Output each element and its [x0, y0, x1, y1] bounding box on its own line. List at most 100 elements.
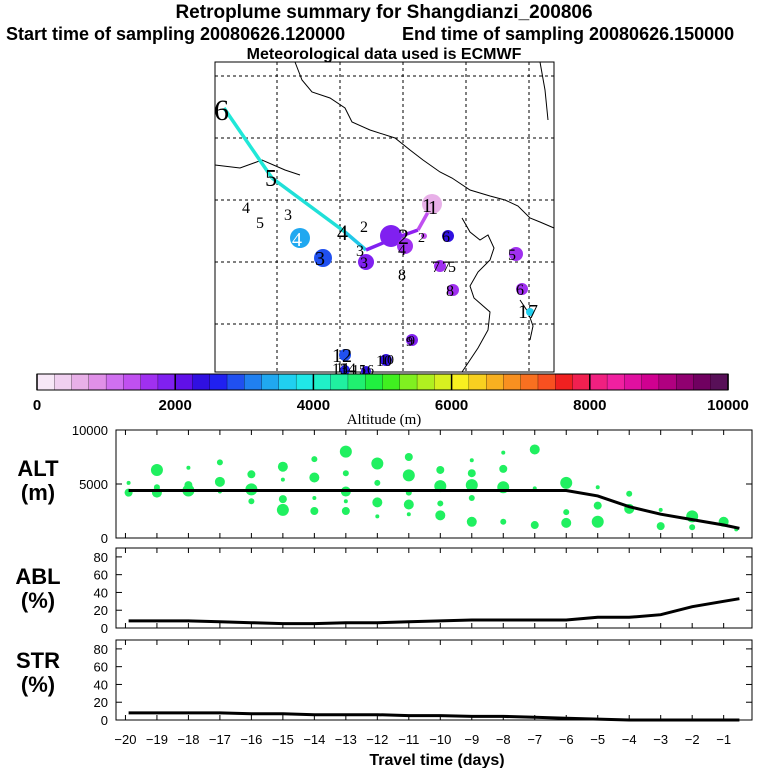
map-label: 5 — [265, 166, 277, 192]
cluster-point — [563, 509, 570, 516]
cluster-point — [656, 522, 665, 531]
colorbar-cell — [192, 373, 211, 391]
cluster-point — [342, 470, 349, 477]
cluster-point — [216, 459, 223, 466]
panel-str: 0 20 40 60 80 STR(%) — [16, 639, 753, 728]
map-label: 9 — [406, 335, 413, 350]
colorbar-cell — [485, 373, 505, 391]
colorbar-cell — [382, 373, 401, 391]
colorbar-cell — [365, 373, 384, 391]
cluster-point — [436, 465, 445, 474]
cluster-point — [375, 514, 380, 519]
map-label: 4 — [398, 242, 406, 259]
cluster-point — [278, 495, 287, 504]
colorbar-cell — [624, 373, 643, 391]
colorbar-cell — [555, 373, 574, 391]
y-axis-label: ALT — [17, 456, 59, 481]
map-label: 10 — [376, 353, 392, 370]
cluster-point — [530, 521, 539, 530]
map-label: 5 — [256, 215, 264, 232]
x-tick-label: −15 — [272, 732, 294, 747]
map-label: 8 — [446, 283, 454, 300]
cluster-point — [403, 499, 414, 510]
map-label: 1 — [422, 195, 432, 217]
panel-frame — [115, 429, 753, 539]
x-tick-label: −12 — [366, 732, 388, 747]
colorbar-cell — [468, 373, 487, 391]
colorbar-cell — [589, 373, 608, 391]
y-tick-label: 0 — [101, 531, 108, 546]
cluster-point — [276, 503, 289, 516]
map-label: 7 — [432, 259, 440, 276]
chart-title: Retroplume summary for Shangdianzi_20080… — [175, 2, 593, 23]
y-axis-label: ABL — [15, 564, 60, 589]
cluster-point — [309, 472, 320, 483]
cluster-point — [406, 512, 411, 517]
colorbar-cell — [244, 373, 263, 391]
cluster-point — [150, 463, 163, 476]
cluster-point — [402, 469, 415, 482]
x-tick-label: −10 — [429, 732, 451, 747]
map-label: 3 — [360, 255, 368, 272]
colorbar-cell — [658, 373, 677, 391]
colorbar-cell — [641, 373, 660, 391]
x-tick-label: −11 — [398, 732, 419, 747]
map-coastlines — [214, 61, 555, 373]
colorbar-tick-label: 8000 — [573, 397, 606, 414]
x-tick-label: −13 — [335, 732, 357, 747]
colorbar-tick-label: 4000 — [297, 397, 330, 414]
map-track-labels: 6 5 4 4 3 4 5 3 2 1 1 2 3 2 3 4 5 6 7 8 … — [214, 94, 538, 378]
cluster-point — [214, 476, 225, 487]
colorbar-cell — [226, 373, 245, 391]
map-label: 9 — [408, 334, 415, 349]
cluster-point — [465, 479, 478, 492]
map-label: 6 — [214, 94, 229, 127]
cluster-point — [186, 465, 191, 470]
colorbar-cell — [330, 373, 349, 391]
cluster-point — [277, 461, 288, 472]
y-axis-unit: (m) — [21, 480, 55, 505]
colorbar-tick-label: 6000 — [435, 397, 468, 414]
panel-abl: 0 20 40 60 80 ABL(%) — [15, 547, 753, 636]
colorbar-cell — [693, 373, 712, 391]
cluster-point — [371, 457, 384, 470]
y-axis-label: STR — [16, 648, 60, 673]
colorbar-cell — [537, 373, 556, 391]
y-tick-label: 20 — [94, 603, 108, 618]
map-label: 6 — [442, 229, 450, 246]
colorbar-cell — [261, 373, 280, 391]
map-label: 3 — [356, 243, 364, 260]
cluster-point — [658, 507, 663, 512]
y-tick-label: 80 — [94, 642, 108, 657]
end-time-label: End time of sampling 20080626.150000 — [402, 24, 735, 44]
map-label: 4 — [242, 200, 250, 217]
colorbar-cell — [503, 373, 522, 391]
y-axis-unit: (%) — [21, 672, 55, 697]
map-label: 6 — [516, 282, 524, 299]
y-tick-label: 60 — [94, 568, 108, 583]
cluster-point — [339, 445, 352, 458]
x-tick-label: −9 — [464, 732, 479, 747]
map-label: 11 — [336, 361, 349, 376]
cluster-point — [310, 507, 319, 515]
map-label: 10 — [380, 353, 394, 368]
x-tick-label: −6 — [559, 732, 574, 747]
y-tick-label: 40 — [94, 677, 108, 692]
cluster-point — [468, 495, 475, 502]
y-tick-label: 0 — [101, 621, 108, 636]
cluster-point — [529, 444, 540, 455]
cluster-point — [561, 517, 572, 528]
x-tick-label: −18 — [177, 732, 199, 747]
map-label: 2 — [398, 224, 409, 249]
y-tick-label: 80 — [94, 550, 108, 565]
cluster-point — [280, 477, 285, 482]
cluster-point — [626, 490, 633, 497]
x-tick-label: −8 — [496, 732, 511, 747]
series-line — [128, 597, 740, 626]
cluster-point — [466, 516, 477, 527]
map-label: 4 — [337, 220, 348, 245]
y-tick-label: 60 — [94, 660, 108, 675]
cluster-point — [501, 450, 506, 455]
cluster-point — [343, 499, 348, 504]
colorbar-cell — [278, 373, 297, 391]
